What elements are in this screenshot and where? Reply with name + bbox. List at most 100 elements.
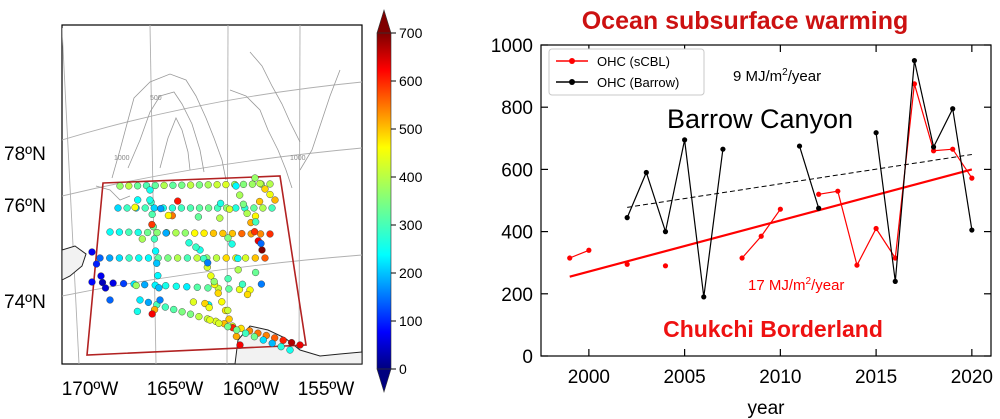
- lat-label-78: 78ºN: [4, 144, 46, 165]
- station-dot: [148, 210, 156, 219]
- map-frame: [61, 24, 363, 365]
- station-dot: [257, 280, 266, 288]
- station-dot: [214, 289, 222, 297]
- station-dot: [88, 278, 96, 286]
- station-dot: [239, 180, 248, 189]
- observation-stations: [88, 174, 304, 354]
- data-point: [969, 227, 975, 233]
- data-point: [758, 233, 764, 239]
- station-dot: [266, 190, 274, 199]
- station-dot: [97, 272, 105, 280]
- colorbar-tick-label: 600: [399, 73, 423, 89]
- station-dot: [114, 204, 122, 212]
- x-tick-label: 2005: [663, 367, 705, 388]
- station-dot: [116, 182, 124, 190]
- data-point: [892, 278, 898, 284]
- station-dot: [168, 204, 177, 212]
- station-dot: [239, 200, 248, 208]
- station-dot: [132, 281, 140, 290]
- station-dot: [213, 181, 221, 189]
- data-point: [624, 261, 630, 267]
- barrow-trend-rate: 9 MJ/m2/year: [733, 67, 821, 85]
- station-dot: [288, 339, 296, 347]
- lat-label-76: 76ºN: [4, 196, 46, 217]
- station-dot: [106, 228, 114, 236]
- station-dot: [268, 339, 276, 347]
- data-point: [969, 175, 975, 181]
- station-dot: [218, 298, 226, 306]
- contour-label-1: 500: [150, 95, 162, 102]
- station-dot: [144, 254, 153, 262]
- data-point: [643, 169, 649, 176]
- lat-label-74: 74ºN: [4, 292, 46, 313]
- station-dot: [106, 254, 114, 262]
- data-point: [682, 137, 688, 143]
- colorbar-tick-label: 0: [399, 361, 407, 377]
- x-tick-label: 2020: [951, 367, 993, 388]
- chukchi-borderland-label: Chukchi Borderland: [663, 316, 883, 342]
- station-dot: [205, 204, 213, 212]
- station-dot: [160, 181, 168, 190]
- station-dot: [256, 197, 264, 206]
- station-dot: [234, 266, 242, 274]
- station-dot: [174, 254, 182, 262]
- data-point: [873, 130, 879, 136]
- station-dot: [141, 204, 149, 212]
- colorbar: 700 600 500 400 300 200 100 0: [376, 8, 423, 394]
- station-dot: [185, 239, 193, 247]
- station-dot: [200, 229, 208, 237]
- station-dot: [259, 336, 267, 344]
- station-dot: [161, 303, 169, 311]
- x-axis-label: year: [748, 398, 786, 419]
- station-dot: [183, 254, 192, 262]
- colorbar-max-extension: [376, 8, 392, 34]
- station-dot: [266, 180, 274, 188]
- station-dot: [144, 298, 153, 307]
- station-dot: [134, 196, 142, 204]
- station-dot: [148, 310, 156, 318]
- lon-label-160: 160ºW: [223, 379, 280, 400]
- station-dot: [162, 229, 170, 237]
- data-point: [720, 146, 726, 152]
- barrow-canyon-label: Barrow Canyon: [667, 104, 853, 134]
- data-point: [930, 148, 937, 154]
- station-dot: [256, 179, 264, 188]
- colorbar-tick-label: 400: [399, 169, 423, 185]
- station-dot: [131, 203, 139, 211]
- colorbar-tick-label: 300: [399, 217, 423, 233]
- series-line: [741, 208, 781, 259]
- station-dot: [178, 181, 186, 189]
- station-dot: [156, 296, 164, 304]
- legend-label-barrow: OHC (Barrow): [597, 75, 679, 90]
- data-point: [950, 146, 956, 152]
- station-dot: [251, 174, 259, 182]
- station-dot: [178, 308, 186, 316]
- station-dot: [150, 235, 159, 243]
- station-dot: [193, 254, 201, 262]
- station-dot: [232, 182, 240, 190]
- station-dot: [146, 196, 154, 204]
- station-dot: [189, 298, 198, 306]
- station-dot: [296, 341, 304, 349]
- station-dot: [226, 205, 234, 213]
- station-dot: [222, 181, 230, 189]
- station-dot: [204, 259, 212, 267]
- data-point: [892, 255, 898, 261]
- station-dot: [232, 204, 240, 212]
- station-dot: [233, 326, 241, 334]
- station-dot: [181, 229, 189, 237]
- colorbar-ticks: 700 600 500 400 300 200 100 0: [391, 25, 423, 377]
- station-dot: [125, 228, 133, 236]
- station-dot: [250, 204, 258, 212]
- station-dot: [212, 254, 221, 262]
- station-dot: [115, 254, 124, 262]
- data-point: [854, 262, 860, 268]
- legend-marker-scbl: [569, 58, 575, 64]
- station-dot: [251, 254, 259, 262]
- station-dot: [177, 204, 186, 212]
- contour-label-3: 1000: [290, 155, 306, 162]
- data-point: [739, 255, 745, 261]
- station-dot: [243, 209, 251, 218]
- trend-line: [627, 153, 972, 208]
- station-dot: [164, 211, 173, 220]
